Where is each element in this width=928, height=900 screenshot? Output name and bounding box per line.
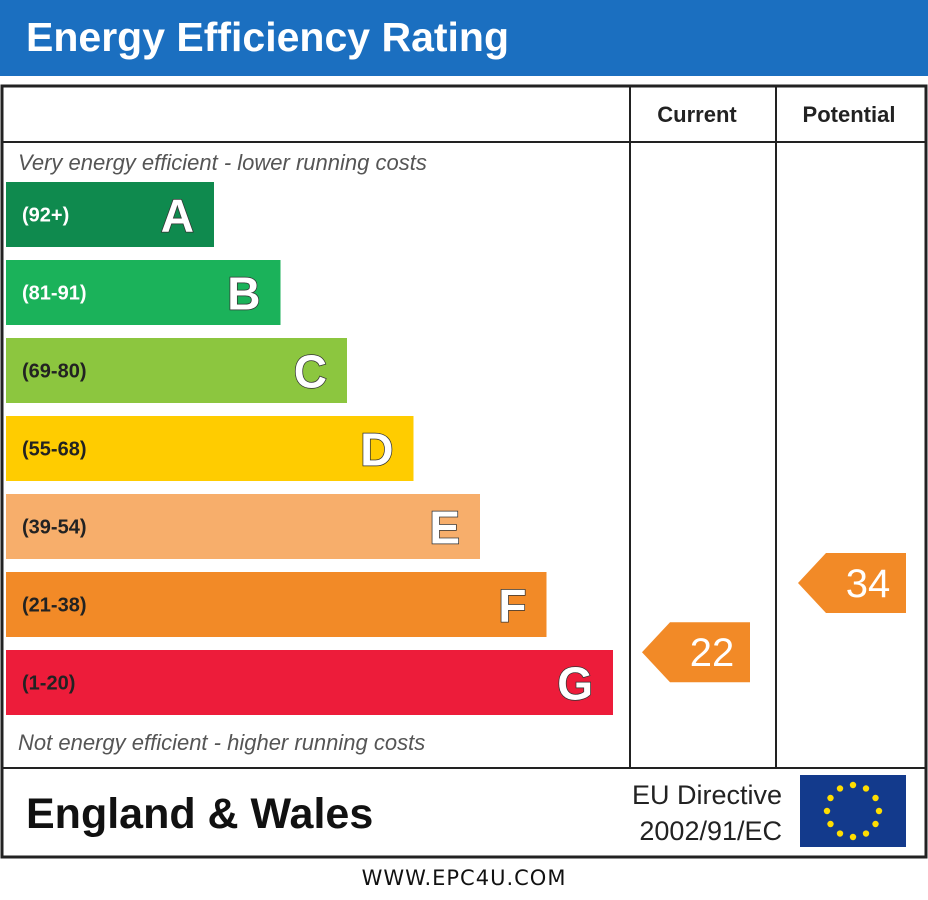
eu-star (836, 830, 844, 837)
band-letter-e: E (429, 502, 460, 554)
band-bar-c (6, 338, 347, 403)
band-letter-d: D (360, 424, 393, 476)
band-bar-d (6, 416, 414, 481)
rating-arrows: 22 34 (642, 553, 906, 683)
band-bar-b (6, 260, 281, 325)
rating-value-current: 22 (690, 631, 735, 675)
band-letter-b: B (227, 268, 260, 320)
epc-chart: Current Potential Very energy efficient … (0, 84, 928, 859)
band-range-f: (21-38) (22, 595, 86, 617)
header-current: Current (657, 102, 737, 127)
band-letter-g: G (557, 658, 593, 710)
rating-arrow-potential (798, 553, 906, 614)
band-range-e: (39-54) (22, 517, 86, 539)
eu-star (827, 820, 834, 828)
title-bar: Energy Efficiency Rating (0, 0, 928, 76)
eu-star (823, 807, 831, 815)
eu-star (836, 785, 844, 792)
directive-label: EU Directive (632, 780, 782, 810)
page-title: Energy Efficiency Rating (26, 14, 510, 60)
band-bar-a (6, 182, 214, 247)
band-range-d: (55-68) (22, 439, 86, 461)
band-bar-f (6, 572, 547, 637)
eu-star (849, 781, 857, 789)
band-range-c: (69-80) (22, 361, 86, 383)
rating-arrow-current (642, 622, 750, 683)
note-top: Very energy efficient - lower running co… (18, 150, 427, 175)
website-url: WWW.EPC4U.COM (361, 866, 567, 890)
chart-frame (0, 84, 928, 859)
eu-star (862, 785, 870, 792)
band-letter-c: C (294, 346, 327, 398)
note-bottom: Not energy efficient - higher running co… (18, 730, 425, 755)
directive-number: 2002/91/EC (639, 816, 782, 846)
rating-bands: (92+) A (81-91) B (69-80) C (55-68) D (39-54) E (2… (6, 182, 613, 715)
header-potential: Potential (803, 102, 896, 127)
band-letter-a: A (161, 190, 194, 242)
region-label: England & Wales (26, 790, 373, 838)
eu-star (872, 794, 879, 802)
band-range-a: (92+) (22, 205, 69, 227)
rating-value-potential: 34 (846, 562, 891, 606)
eu-star (862, 830, 870, 837)
band-letter-f: F (498, 580, 526, 632)
band-bar-e (6, 494, 480, 559)
eu-flag-icon (800, 775, 906, 847)
eu-star (872, 820, 879, 828)
eu-star (875, 807, 883, 815)
band-range-b: (81-91) (22, 283, 86, 305)
band-range-g: (1-20) (22, 673, 75, 695)
eu-star (827, 794, 834, 802)
band-bar-g (6, 650, 613, 715)
eu-star (849, 833, 857, 841)
